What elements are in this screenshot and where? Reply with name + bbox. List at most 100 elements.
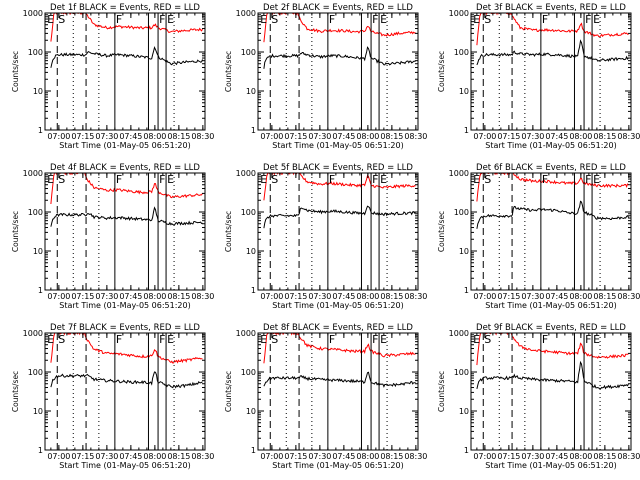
y-axis-label: Counts/sec: [224, 211, 233, 252]
x-tick-label: 08:30: [404, 132, 427, 141]
panel-title: Det 4f BLACK = Events, RED = LLD: [50, 163, 200, 173]
time-marker-label: E: [167, 333, 174, 346]
time-marker-label: S: [58, 173, 65, 186]
y-axis-label: Counts/sec: [11, 371, 20, 412]
y-tick-label: 1000: [236, 169, 256, 178]
x-tick-label: 07:15: [71, 452, 94, 461]
y-tick-label: 1000: [23, 9, 43, 18]
time-marker-label: E: [167, 173, 174, 186]
x-axis-label: Start Time (01-May-05 06:51:20): [485, 141, 616, 150]
x-tick-label: 08:15: [380, 452, 403, 461]
time-marker-label: E: [380, 333, 387, 346]
time-marker-label: E: [473, 333, 480, 346]
x-tick-label: 08:15: [593, 292, 616, 301]
x-tick-label: 08:00: [356, 292, 379, 301]
x-tick-label: 07:15: [497, 132, 520, 141]
y-axis-label: Counts/sec: [437, 371, 446, 412]
time-marker-label: E: [47, 173, 54, 186]
x-tick-label: 07:45: [332, 452, 355, 461]
time-marker-label: F: [542, 13, 548, 26]
x-tick-label: 07:00: [260, 292, 283, 301]
x-tick-label: 07:15: [71, 132, 94, 141]
x-tick-label: 07:00: [260, 132, 283, 141]
y-tick-label: 100: [454, 48, 469, 57]
time-marker-label: S: [58, 13, 65, 26]
x-axis-label: Start Time (01-May-05 06:51:20): [485, 461, 616, 470]
x-tick-label: 07:00: [473, 452, 496, 461]
x-axis-label: Start Time (01-May-05 06:51:20): [272, 461, 403, 470]
x-tick-label: 07:45: [119, 452, 142, 461]
x-tick-label: 08:30: [617, 452, 640, 461]
x-tick-label: 08:00: [143, 292, 166, 301]
y-tick-label: 100: [454, 208, 469, 217]
y-tick-label: 1: [464, 126, 469, 135]
x-tick-label: 08:00: [356, 452, 379, 461]
plot-frame: [470, 332, 632, 451]
lld-series-line: [50, 333, 203, 364]
y-tick-label: 10: [246, 247, 256, 256]
events-series-line: [263, 46, 416, 69]
events-series-line: [476, 39, 629, 66]
y-tick-label: 1000: [449, 9, 469, 18]
y-tick-label: 1: [464, 446, 469, 455]
x-tick-label: 07:00: [473, 132, 496, 141]
time-marker-label: F: [329, 13, 335, 26]
lld-series-line: [263, 333, 416, 364]
plot-frame: [470, 12, 632, 131]
x-tick-label: 08:30: [404, 292, 427, 301]
lld-series-line: [476, 13, 629, 46]
lld-series-line: [50, 13, 203, 42]
time-marker-label: E: [593, 13, 600, 26]
x-tick-label: 07:30: [95, 132, 118, 141]
y-tick-label: 1: [38, 126, 43, 135]
x-tick-label: 08:00: [569, 452, 592, 461]
x-tick-label: 08:30: [191, 452, 214, 461]
time-marker-label: E: [260, 13, 267, 26]
time-marker-label: F: [542, 173, 548, 186]
x-tick-label: 07:00: [47, 452, 70, 461]
panel-title: Det 3f BLACK = Events, RED = LLD: [476, 3, 626, 13]
x-tick-label: 08:30: [617, 132, 640, 141]
time-marker-label: F: [329, 333, 335, 346]
y-tick-label: 1: [251, 286, 256, 295]
x-tick-label: 07:30: [521, 292, 544, 301]
y-tick-label: 1: [251, 446, 256, 455]
x-axis-label: Start Time (01-May-05 06:51:20): [272, 301, 403, 310]
x-axis-label: Start Time (01-May-05 06:51:20): [59, 301, 190, 310]
x-tick-label: 07:45: [332, 132, 355, 141]
y-tick-label: 1: [464, 286, 469, 295]
y-tick-label: 10: [33, 87, 43, 96]
x-tick-label: 07:30: [308, 292, 331, 301]
y-tick-label: 1: [38, 446, 43, 455]
x-tick-label: 08:15: [380, 292, 403, 301]
time-marker-label: E: [380, 173, 387, 186]
y-tick-label: 10: [459, 407, 469, 416]
y-tick-label: 1000: [236, 9, 256, 18]
panel-title: Det 9f BLACK = Events, RED = LLD: [476, 323, 626, 333]
x-tick-label: 07:45: [545, 132, 568, 141]
x-tick-label: 07:30: [308, 452, 331, 461]
lld-series-line: [50, 173, 203, 205]
x-tick-label: 07:15: [284, 132, 307, 141]
y-tick-label: 1000: [23, 329, 43, 338]
x-axis-label: Start Time (01-May-05 06:51:20): [272, 141, 403, 150]
x-tick-label: 07:30: [521, 452, 544, 461]
y-tick-label: 1: [38, 286, 43, 295]
plot-frame: [44, 332, 206, 451]
panel-title: Det 8f BLACK = Events, RED = LLD: [263, 323, 413, 333]
x-tick-label: 08:15: [167, 452, 190, 461]
time-marker-label: F: [585, 173, 591, 186]
time-marker-label: E: [473, 13, 480, 26]
y-tick-label: 10: [246, 407, 256, 416]
x-tick-label: 08:15: [167, 132, 190, 141]
time-marker-label: E: [47, 333, 54, 346]
time-marker-label: S: [58, 333, 65, 346]
x-tick-label: 08:00: [143, 132, 166, 141]
time-marker-label: S: [484, 333, 491, 346]
y-tick-label: 10: [33, 247, 43, 256]
